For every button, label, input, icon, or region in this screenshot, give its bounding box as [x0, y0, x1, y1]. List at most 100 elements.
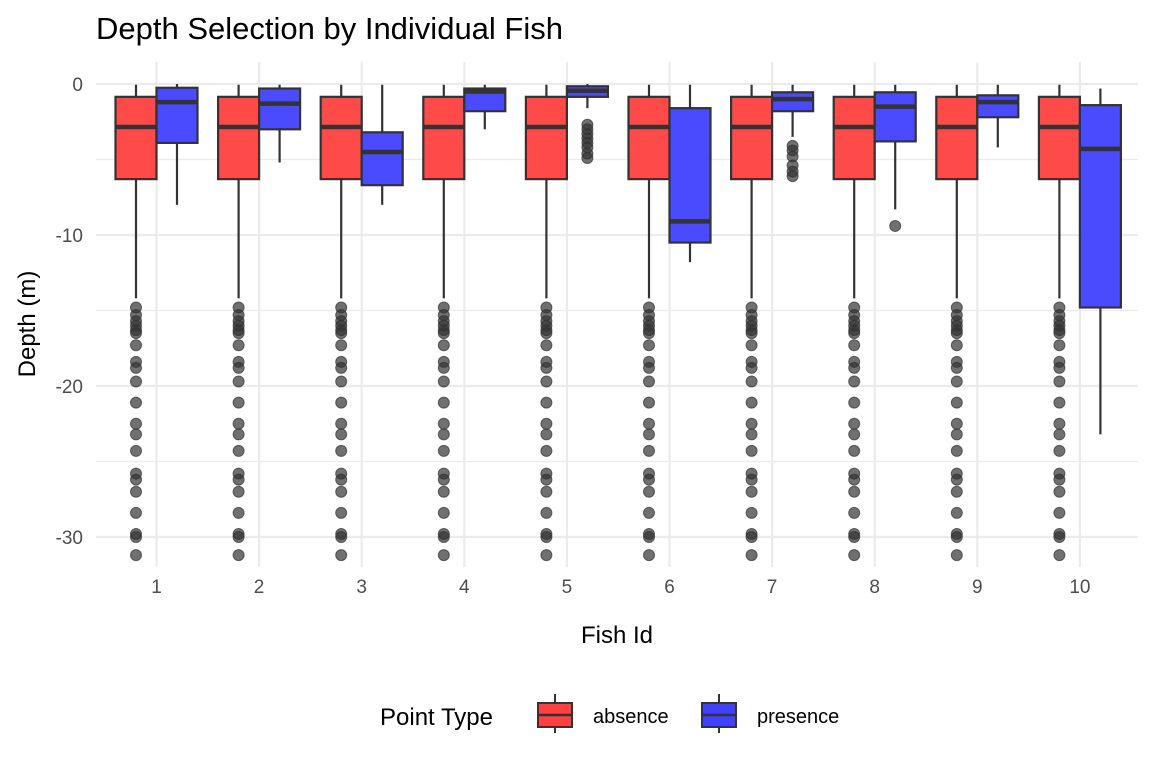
outlier-point — [745, 428, 758, 441]
outlier-point — [540, 473, 553, 486]
box-absence-fish-4 — [422, 84, 466, 562]
outlier-point — [335, 444, 348, 457]
box-presence-fish-5 — [565, 84, 610, 164]
outlier-point — [130, 506, 142, 519]
outlier-point — [643, 375, 655, 388]
outlier-point — [437, 549, 450, 562]
outlier-point — [950, 375, 963, 388]
outlier-point — [335, 396, 348, 409]
y-axis-label: Depth (m) — [14, 271, 41, 378]
outlier-point — [1053, 531, 1066, 543]
legend-title: Point Type — [380, 704, 493, 731]
outlier-point — [335, 549, 348, 562]
outlier-point — [437, 327, 450, 340]
outlier-point — [745, 531, 758, 543]
outlier-point — [745, 417, 758, 430]
box — [976, 94, 1020, 119]
outlier-point — [437, 396, 450, 409]
outlier-point — [950, 361, 963, 374]
outlier-point — [950, 396, 963, 409]
outlier-point — [1053, 506, 1066, 519]
legend-key-presence: presence — [701, 694, 839, 733]
outlier-point — [745, 361, 758, 374]
outlier-point — [848, 444, 861, 457]
outlier-point — [540, 327, 553, 340]
outlier-point — [848, 549, 861, 562]
outlier-point — [232, 417, 245, 430]
outlier-point — [232, 428, 245, 441]
outlier-point — [950, 473, 963, 486]
box-absence-fish-7 — [729, 84, 774, 562]
box — [1037, 95, 1082, 181]
y-tick-label: -10 — [56, 226, 83, 247]
outlier-point — [643, 417, 655, 430]
box-absence-fish-9 — [935, 84, 979, 562]
x-tick-label: 8 — [869, 577, 880, 598]
outlier-point — [643, 485, 655, 498]
x-tick-label: 4 — [459, 577, 470, 598]
box-absence-fish-5 — [524, 84, 569, 562]
box-absence-fish-3 — [319, 84, 363, 562]
outlier-point — [848, 327, 861, 340]
outlier-point — [232, 473, 245, 486]
box-absence-fish-10 — [1037, 84, 1082, 562]
outlier-point — [437, 531, 450, 543]
box — [422, 95, 466, 181]
box — [770, 91, 815, 113]
outlier-point — [950, 506, 963, 519]
x-axis-label: Fish Id — [581, 622, 653, 649]
outlier-point — [848, 485, 861, 498]
outlier-point — [745, 506, 758, 519]
outlier-point — [643, 327, 655, 340]
outlier-point — [335, 473, 348, 486]
box-absence-fish-1 — [114, 84, 158, 562]
outlier-point — [745, 339, 758, 352]
box — [463, 87, 507, 113]
outlier-point — [540, 549, 553, 562]
outlier-point — [232, 375, 245, 388]
outlier-point — [1053, 396, 1066, 409]
box-absence-fish-6 — [627, 84, 671, 562]
outlier-point — [437, 473, 450, 486]
outlier-point — [643, 473, 655, 486]
outlier-point — [745, 485, 758, 498]
box-presence-fish-7 — [770, 84, 815, 183]
chart-title: Depth Selection by Individual Fish — [96, 11, 563, 46]
outlier-point — [643, 506, 655, 519]
outlier-point — [1053, 361, 1066, 374]
outlier-point — [745, 444, 758, 457]
box — [319, 95, 363, 181]
outlier-point — [848, 417, 861, 430]
outlier-point — [130, 339, 142, 352]
box — [114, 95, 158, 181]
x-tick-label: 7 — [767, 577, 778, 598]
x-tick-label: 3 — [356, 577, 367, 598]
outlier-point — [540, 506, 553, 519]
outlier-point — [848, 531, 861, 543]
outlier-point — [643, 549, 655, 562]
outlier-point — [643, 531, 655, 543]
outlier-point — [950, 531, 963, 543]
outlier-point — [130, 531, 142, 543]
outlier-point — [130, 375, 142, 388]
outlier-point — [130, 444, 142, 457]
outlier-point — [437, 506, 450, 519]
outlier-point — [848, 396, 861, 409]
outlier-point — [540, 396, 553, 409]
outlier-point — [745, 396, 758, 409]
outlier-point — [745, 375, 758, 388]
outlier-point — [848, 361, 861, 374]
y-tick-label: -30 — [56, 528, 83, 549]
x-tick-label: 9 — [972, 577, 983, 598]
outlier-point — [437, 339, 450, 352]
y-axis-ticks: 0 -10 -20 -30 — [56, 75, 83, 549]
outlier-point — [335, 428, 348, 441]
box — [360, 131, 404, 187]
outlier-point — [437, 428, 450, 441]
outlier-point — [848, 428, 861, 441]
outlier-point — [643, 361, 655, 374]
box — [832, 95, 876, 181]
outlier-point — [950, 428, 963, 441]
box-presence-fish-4 — [463, 84, 507, 130]
box-presence-fish-1 — [155, 84, 199, 205]
